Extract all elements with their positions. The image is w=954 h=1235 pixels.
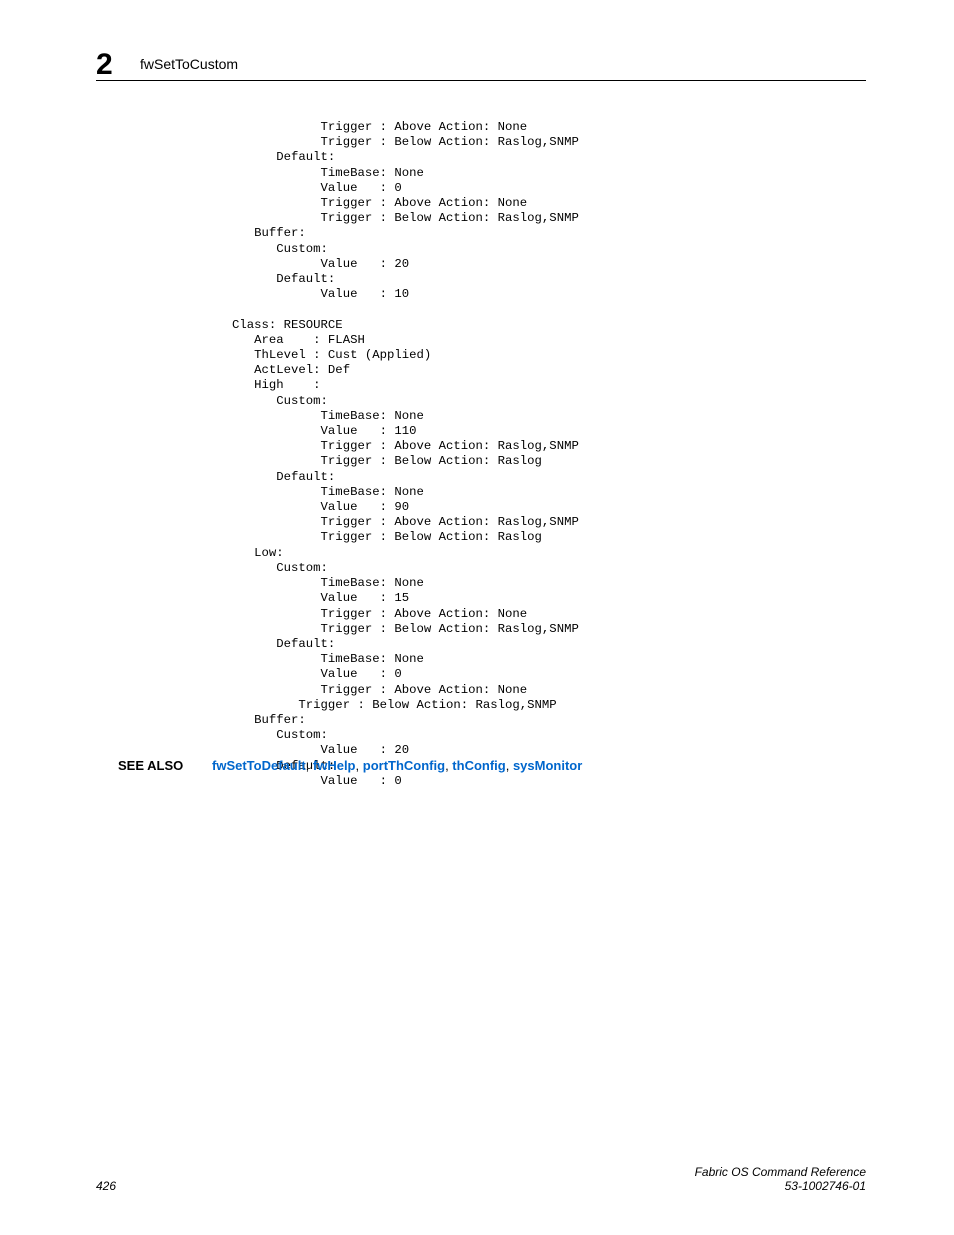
footer-page-number: 426 [96,1179,116,1193]
see-also-label: SEE ALSO [118,758,183,773]
see-also-link[interactable]: fwSetToDefault [212,758,306,773]
see-also-link[interactable]: sysMonitor [513,758,582,773]
separator: , [356,758,363,773]
code-block: Trigger : Above Action: None Trigger : B… [232,120,579,789]
separator: , [506,758,513,773]
separator: , [306,758,313,773]
see-also-link[interactable]: fwHelp [313,758,356,773]
see-also-link[interactable]: portThConfig [363,758,445,773]
footer-doc-info: Fabric OS Command Reference 53-1002746-0… [695,1165,866,1193]
footer-doc-id: 53-1002746-01 [785,1179,866,1193]
header-rule [96,80,866,81]
footer-doc-title: Fabric OS Command Reference [695,1165,866,1179]
see-also-links: fwSetToDefault, fwHelp, portThConfig, th… [212,758,582,773]
chapter-number: 2 [96,48,113,82]
running-header-title: fwSetToCustom [140,56,238,72]
see-also-link[interactable]: thConfig [452,758,505,773]
